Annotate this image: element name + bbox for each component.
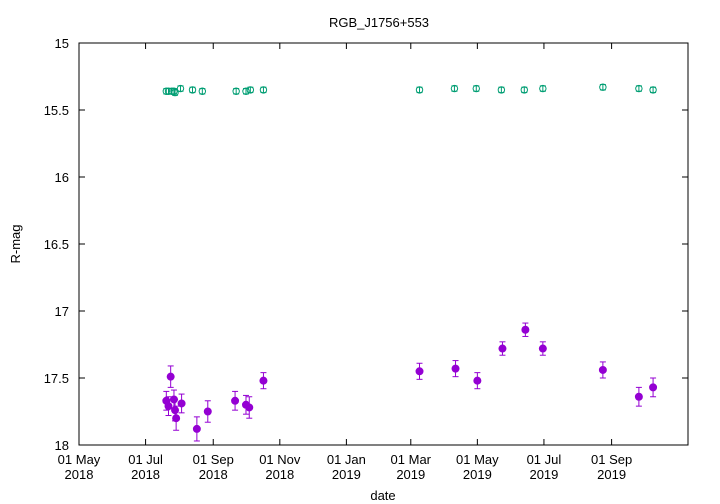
data-point	[497, 86, 506, 94]
x-tick-label: 01 Mar	[391, 452, 432, 467]
data-point	[450, 84, 459, 93]
data-point	[538, 344, 547, 353]
series-layer	[162, 83, 658, 442]
y-tick-label: 18	[55, 438, 69, 453]
y-tick-label: 15.5	[44, 103, 69, 118]
data-point	[539, 84, 547, 93]
data-point	[649, 86, 657, 94]
data-point	[415, 367, 424, 376]
data-point	[634, 392, 643, 401]
x-tick-label-year: 2019	[332, 467, 361, 482]
x-tick-label: 01 Sep	[591, 452, 632, 467]
y-axis: 15 15.5 16 16.5 17 17.5 18	[44, 36, 688, 453]
data-point	[473, 376, 482, 385]
data-point	[176, 84, 185, 93]
data-point	[598, 365, 607, 374]
data-point	[192, 424, 201, 433]
x-tick-label-year: 2018	[131, 467, 160, 482]
data-point	[170, 87, 178, 95]
data-point	[171, 88, 179, 97]
y-tick-label: 15	[55, 36, 69, 51]
data-point	[245, 403, 254, 412]
data-point	[451, 364, 460, 373]
x-tick-label: 01 Jan	[327, 452, 366, 467]
x-tick-label-year: 2019	[396, 467, 425, 482]
data-point	[203, 407, 212, 416]
data-point	[166, 372, 175, 381]
x-axis-label: date	[370, 488, 395, 503]
data-point	[164, 402, 173, 411]
y-tick-label: 17.5	[44, 371, 69, 386]
data-point	[498, 344, 507, 353]
y-tick-label: 16	[55, 170, 69, 185]
series-0	[162, 83, 657, 97]
x-tick-label: 01 Sep	[193, 452, 234, 467]
data-point	[177, 399, 186, 408]
x-tick-label: 01 Nov	[259, 452, 301, 467]
x-tick-label-year: 2019	[463, 467, 492, 482]
data-point	[198, 87, 207, 95]
data-point	[635, 84, 643, 93]
y-axis-label: R-mag	[8, 224, 23, 263]
x-tick-label: 01 May	[456, 452, 499, 467]
x-tick-label-year: 2018	[265, 467, 294, 482]
data-point	[162, 87, 171, 95]
x-tick-label-year: 2018	[199, 467, 228, 482]
series-1	[162, 322, 658, 442]
chart-title: RGB_J1756+553	[329, 15, 429, 30]
data-point	[242, 87, 250, 95]
data-point	[649, 383, 658, 392]
x-tick-label: 01 Jul	[128, 452, 163, 467]
x-tick-label: 01 Jul	[527, 452, 562, 467]
x-tick-label-year: 2019	[597, 467, 626, 482]
data-point	[246, 86, 255, 94]
data-point	[259, 86, 268, 94]
data-point	[232, 87, 240, 95]
data-point	[521, 325, 530, 334]
data-point	[599, 83, 607, 91]
data-point	[172, 414, 181, 423]
x-tick-label-year: 2019	[529, 467, 558, 482]
data-point	[415, 86, 424, 94]
data-point	[259, 376, 268, 385]
data-point	[472, 84, 480, 93]
data-point	[171, 406, 180, 415]
y-tick-label: 17	[55, 304, 69, 319]
data-point	[188, 86, 197, 94]
data-point	[231, 396, 240, 405]
x-tick-label-year: 2018	[65, 467, 94, 482]
x-tick-label: 01 May	[58, 452, 101, 467]
y-tick-label: 16.5	[44, 237, 69, 252]
data-point	[520, 86, 528, 94]
